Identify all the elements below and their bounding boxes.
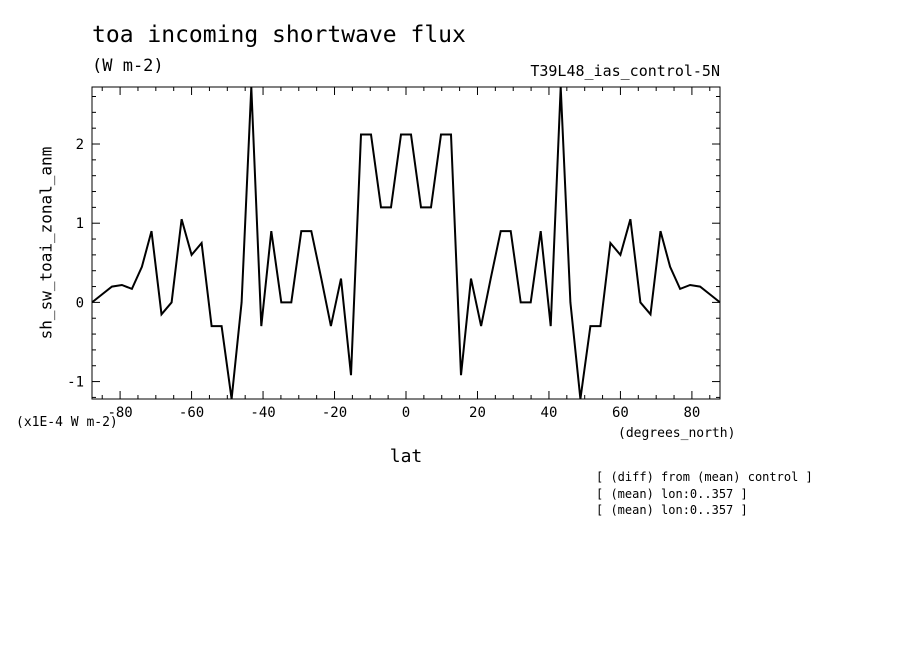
y-tick-label: 2	[76, 137, 84, 153]
chart-units: (W m-2)	[92, 56, 164, 76]
annotation-note: [ (diff) from (mean) control ]	[596, 470, 813, 484]
x-tick-label: 0	[402, 405, 410, 421]
x-tick-label: 80	[683, 405, 700, 421]
y-tick-label: -1	[67, 375, 84, 391]
annotation-note: [ (mean) lon:0..357 ]	[596, 503, 748, 517]
x-axis-label: lat	[389, 446, 423, 467]
x-tick-label: 40	[541, 405, 558, 421]
run-label: T39L48_ias_control-5N	[530, 62, 720, 80]
chart-title: toa incoming shortwave flux	[92, 22, 466, 48]
x-tick-label: -40	[250, 405, 275, 421]
data-series-line	[91, 86, 721, 400]
y-scale-note: (x1E-4 W m-2)	[16, 415, 118, 430]
y-tick-label: 0	[76, 295, 84, 311]
x-tick-label: -80	[107, 405, 132, 421]
annotation-note: [ (mean) lon:0..357 ]	[596, 487, 748, 501]
x-tick-label: -60	[179, 405, 204, 421]
x-axis-units: (degrees_north)	[618, 426, 736, 441]
y-tick-label: 1	[76, 216, 84, 232]
x-tick-label: -20	[322, 405, 347, 421]
x-tick-label: 60	[612, 405, 629, 421]
x-tick-label: 20	[469, 405, 486, 421]
